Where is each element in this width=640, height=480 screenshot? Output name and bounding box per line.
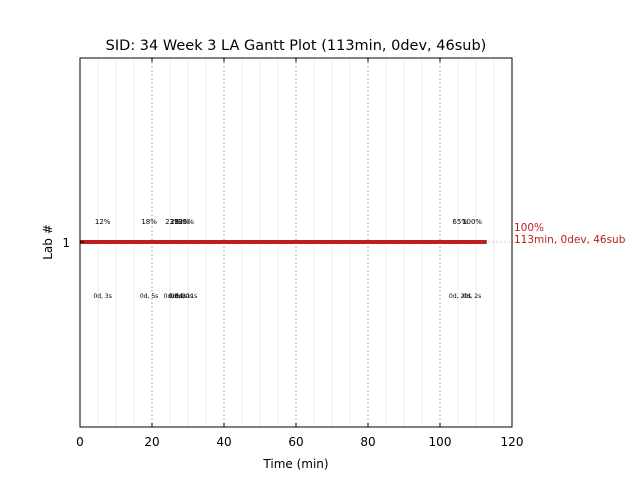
y-ticks: 1 — [62, 236, 84, 250]
x-tick-label: 40 — [216, 435, 231, 449]
milestone-detail: 0d, 2s — [463, 293, 481, 300]
x-tick-label: 60 — [288, 435, 303, 449]
milestone-percent: 12% — [95, 218, 111, 226]
chart-title: SID: 34 Week 3 LA Gantt Plot (113min, 0d… — [106, 38, 487, 54]
milestone-percent: 35% — [178, 218, 194, 226]
milestone-detail: 0d, 8s — [164, 293, 182, 300]
x-tick-label: 0 — [76, 435, 84, 449]
milestone-detail: 0d, 20s — [449, 293, 471, 300]
bar-end-percent: 100% — [514, 222, 544, 234]
milestones: 12% 0d, 3s 18% 0d, 5s 23% 0d, 8s 28% 0d, 9s 32% 0… — [93, 218, 482, 300]
milestone-percent: 18% — [141, 218, 157, 226]
milestone-percent: 100% — [462, 218, 482, 226]
x-tick-label: 120 — [501, 435, 524, 449]
milestone-detail: 0d, 9s — [169, 293, 187, 300]
bars: 100%113min, 0dev, 46sub — [80, 222, 626, 246]
x-tick-label: 20 — [144, 435, 159, 449]
x-tick-label: 80 — [360, 435, 375, 449]
x-axis-label: Time (min) — [262, 457, 328, 471]
bar-end-summary: 113min, 0dev, 46sub — [514, 234, 626, 246]
milestone-detail: 0d, 11s — [175, 293, 197, 300]
milestone-percent: 32% — [174, 218, 190, 226]
x-ticks: 0 20 40 60 80 100 120 — [76, 58, 523, 449]
milestone-percent: 28% — [170, 218, 186, 226]
milestone-percent: 65% — [452, 218, 468, 226]
y-tick-label: 1 — [62, 236, 70, 250]
milestone-detail: 0d, 10s — [171, 293, 193, 300]
milestone-detail: 0d, 3s — [93, 293, 111, 300]
y-axis-label: Lab # — [41, 224, 55, 260]
x-tick-label: 100 — [429, 435, 452, 449]
milestone-percent: 23% — [165, 218, 181, 226]
milestone-detail: 0d, 5s — [140, 293, 158, 300]
